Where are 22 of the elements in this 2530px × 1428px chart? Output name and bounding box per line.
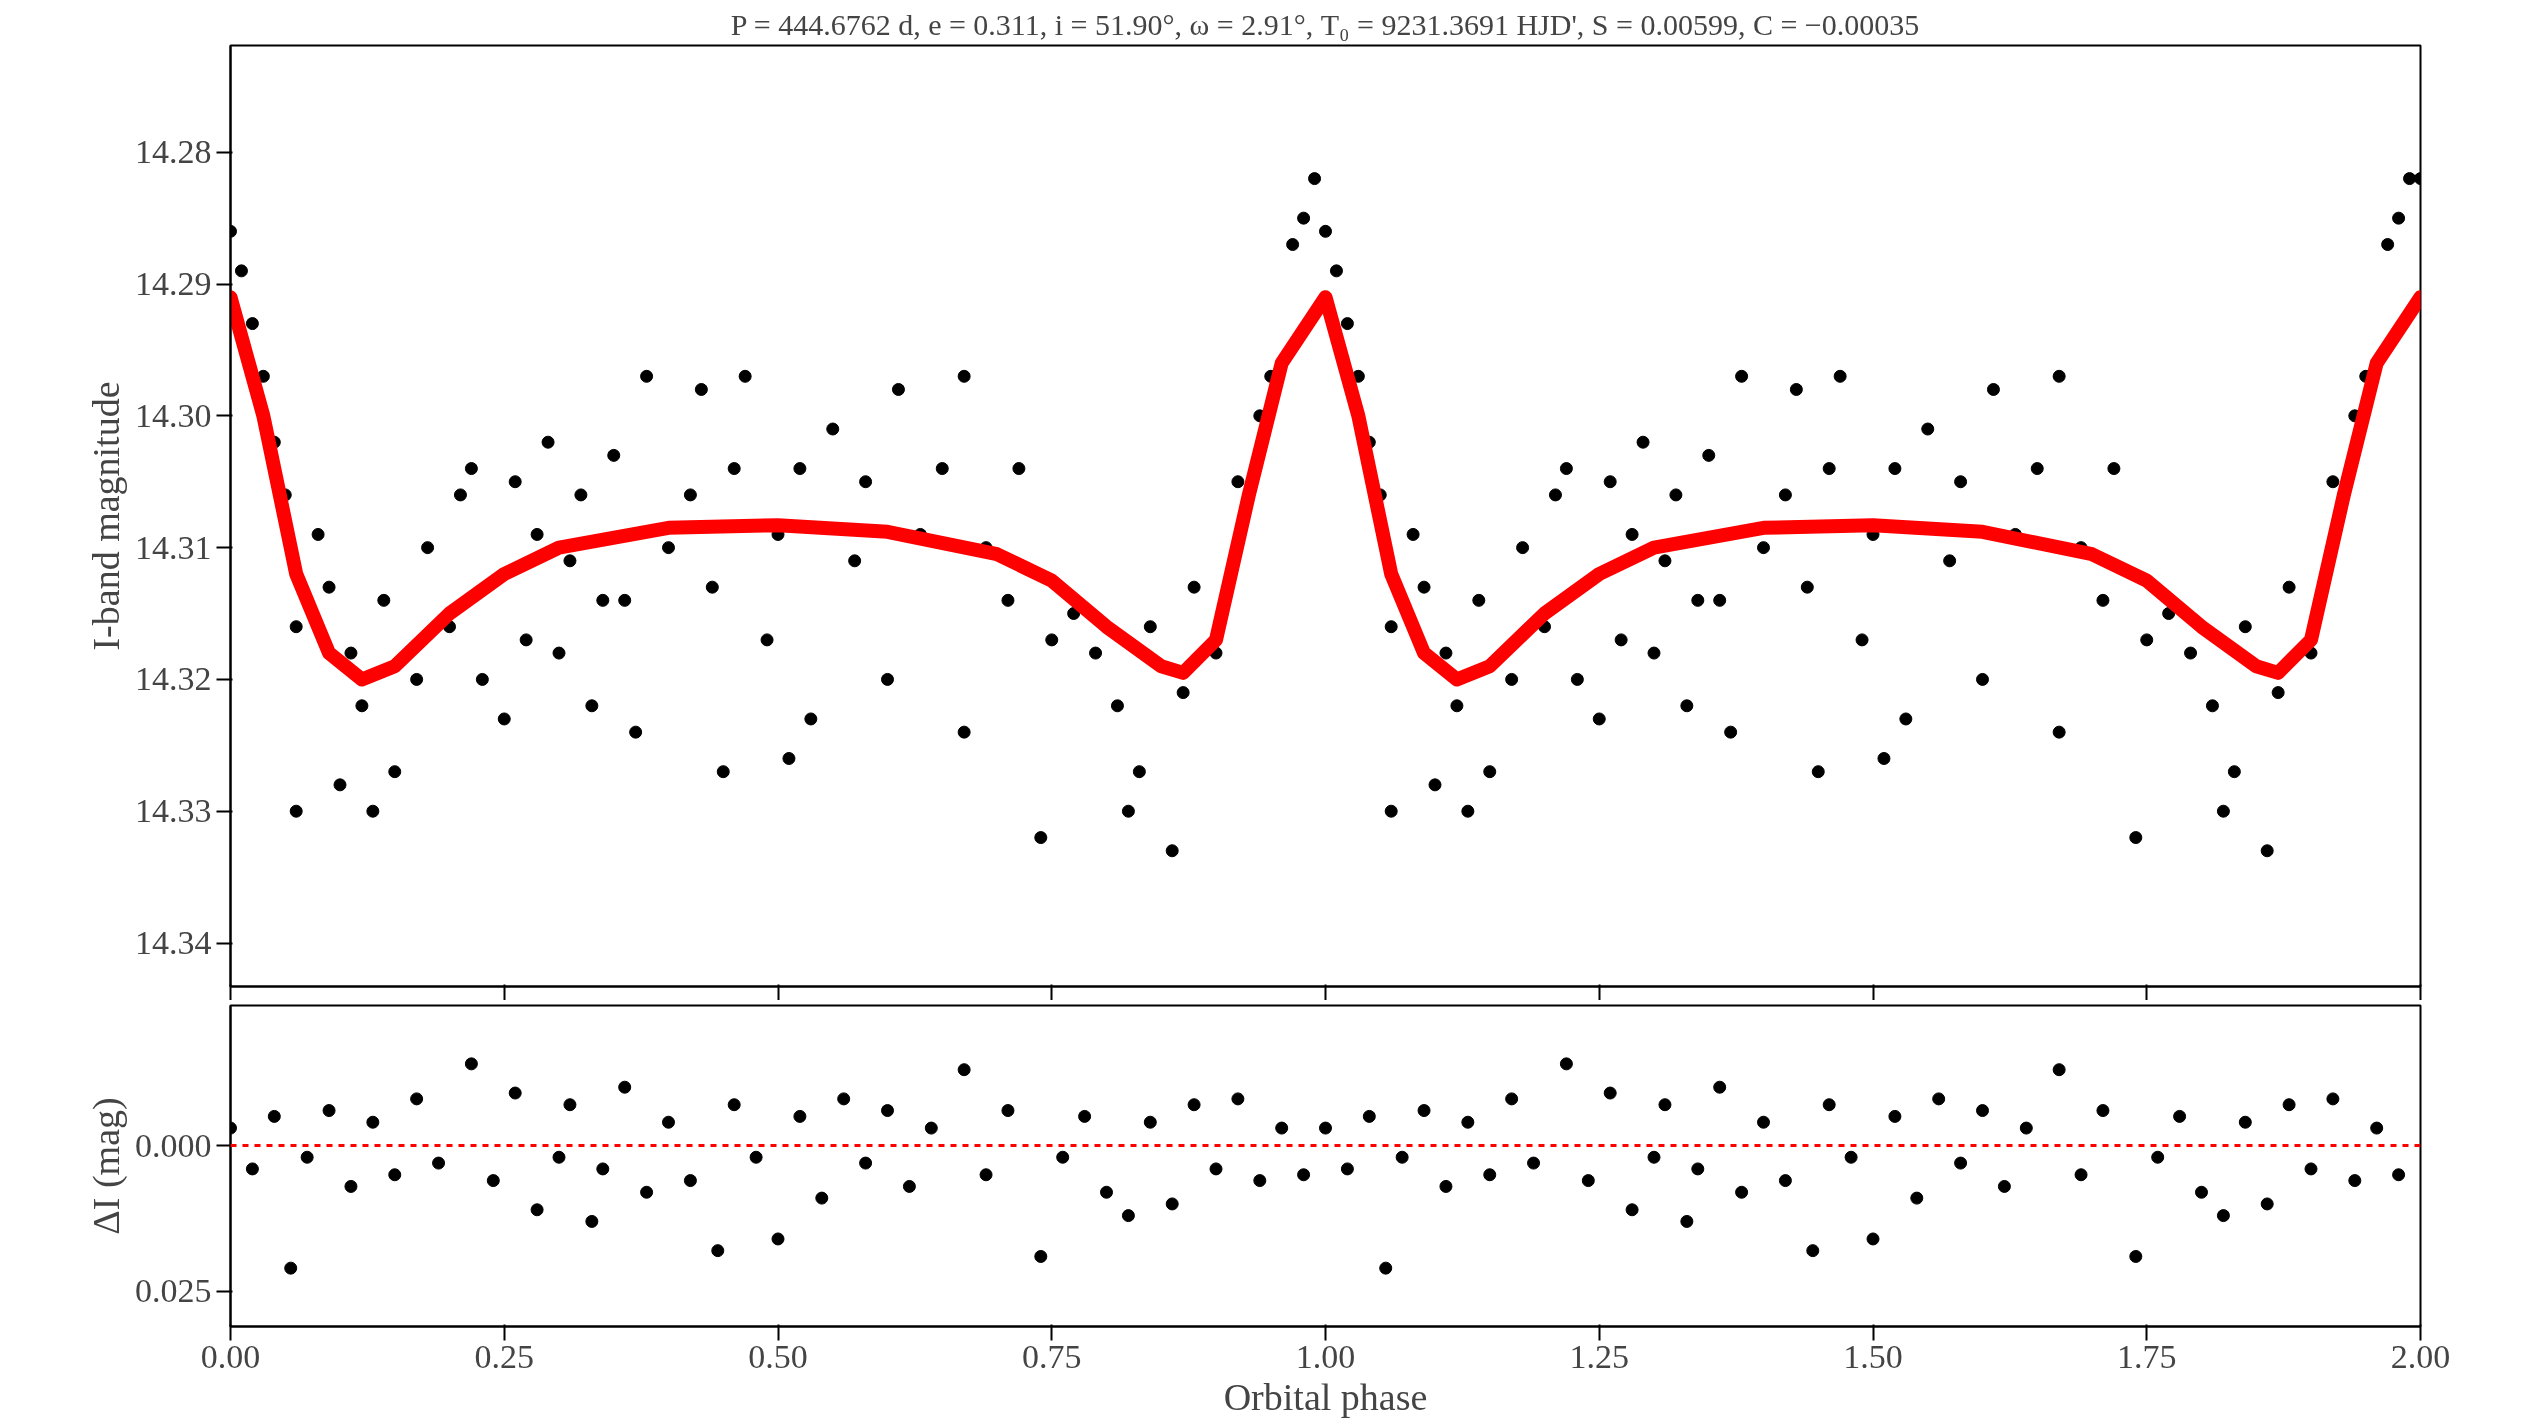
y-tick-label: 14.28 xyxy=(135,133,212,171)
y-tick-label: 14.34 xyxy=(135,924,212,962)
x-tick-label: 0.00 xyxy=(200,1337,261,1375)
x-tick-label: 0.25 xyxy=(474,1337,534,1375)
x-axis-title: Orbital phase xyxy=(1223,1375,1428,1418)
x-tick-label: 0.50 xyxy=(748,1337,808,1375)
y-axis-title: I-band magnitude xyxy=(85,381,127,651)
x-tick-label: 0.75 xyxy=(1022,1337,1082,1375)
y-tick-label: 14.29 xyxy=(135,265,212,303)
y-tick-label: 14.31 xyxy=(135,528,212,566)
y-tick-label: 14.32 xyxy=(135,660,212,698)
chart-title: P = 444.6762 d, e = 0.311, i = 51.90°, ω = 2.91°, T₀ = 9231.3691 HJD', S = 0.00599, C = −0.00035 xyxy=(730,7,1920,41)
y-tick-label: 14.30 xyxy=(135,396,212,434)
y-tick-label: 0.025 xyxy=(135,1272,212,1310)
x-tick-label: 1.50 xyxy=(1843,1337,1903,1375)
x-tick-label: 1.25 xyxy=(1569,1337,1629,1375)
x-tick-label: 1.00 xyxy=(1295,1337,1356,1375)
y-tick-label: 14.33 xyxy=(135,792,212,830)
x-tick-label: 1.75 xyxy=(2117,1337,2177,1375)
y-axis-title: ΔI (mag) xyxy=(85,1097,128,1235)
x-tick-label: 2.00 xyxy=(2390,1337,2451,1375)
y-tick-label: 0.000 xyxy=(135,1126,212,1164)
